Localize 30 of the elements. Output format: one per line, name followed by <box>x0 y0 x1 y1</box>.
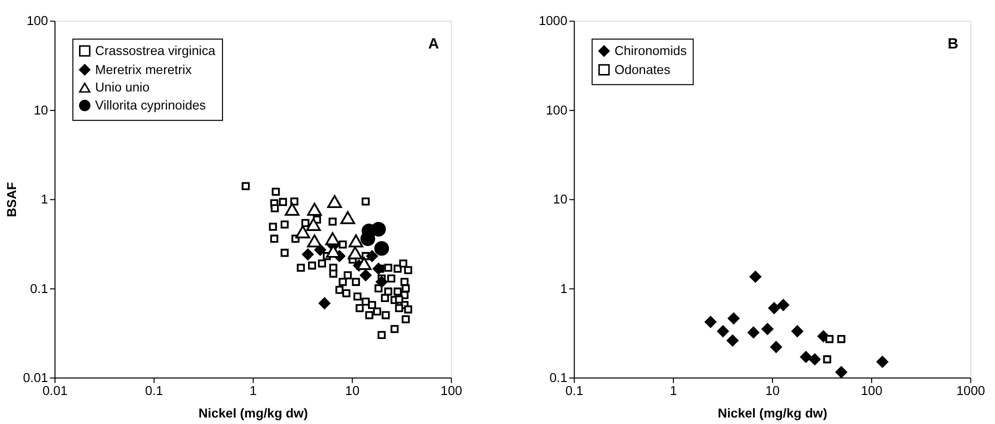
annotation: A <box>428 36 440 52</box>
x-tick-label: 10 <box>765 382 780 398</box>
y-tick-label: 10 <box>553 192 568 207</box>
y-tick-label: 1 <box>40 192 48 207</box>
x-tick-label: 10 <box>345 382 360 398</box>
legend-label: Villorita cyprinoides <box>95 97 206 112</box>
legend-label: Meretrix meretrix <box>95 62 192 77</box>
legend-label: Unio unio <box>95 80 150 95</box>
y-tick-label: 0.1 <box>549 370 568 385</box>
annotation: B <box>948 36 959 52</box>
y-tick-label: 100 <box>546 102 568 118</box>
y-tick-label: 10 <box>34 102 48 118</box>
y-axis-title: BSAF <box>4 182 20 218</box>
y-tick-label: 0.01 <box>23 370 48 385</box>
y-tick-label: 1000 <box>538 13 568 28</box>
x-tick-label: 1 <box>250 382 257 398</box>
x-axis-title: Nickel (mg/kg dw) <box>198 406 308 421</box>
legend-label: Odonates <box>614 62 670 77</box>
y-tick-label: 1 <box>560 280 568 296</box>
x-tick-label: 100 <box>860 382 882 398</box>
x-tick-label: 1 <box>670 382 677 398</box>
x-tick-label: 0.1 <box>145 382 164 398</box>
x-tick-label: 0.1 <box>565 382 584 398</box>
x-tick-label: 1000 <box>956 382 986 398</box>
x-axis-title: Nickel (mg/kg dw) <box>718 406 828 421</box>
x-tick-label: 100 <box>440 382 462 398</box>
y-tick-label: 0.1 <box>30 280 48 296</box>
legend-label: Crassostrea virginica <box>95 42 216 58</box>
legend-label: Chironomids <box>614 42 687 58</box>
y-tick-label: 100 <box>26 13 48 28</box>
